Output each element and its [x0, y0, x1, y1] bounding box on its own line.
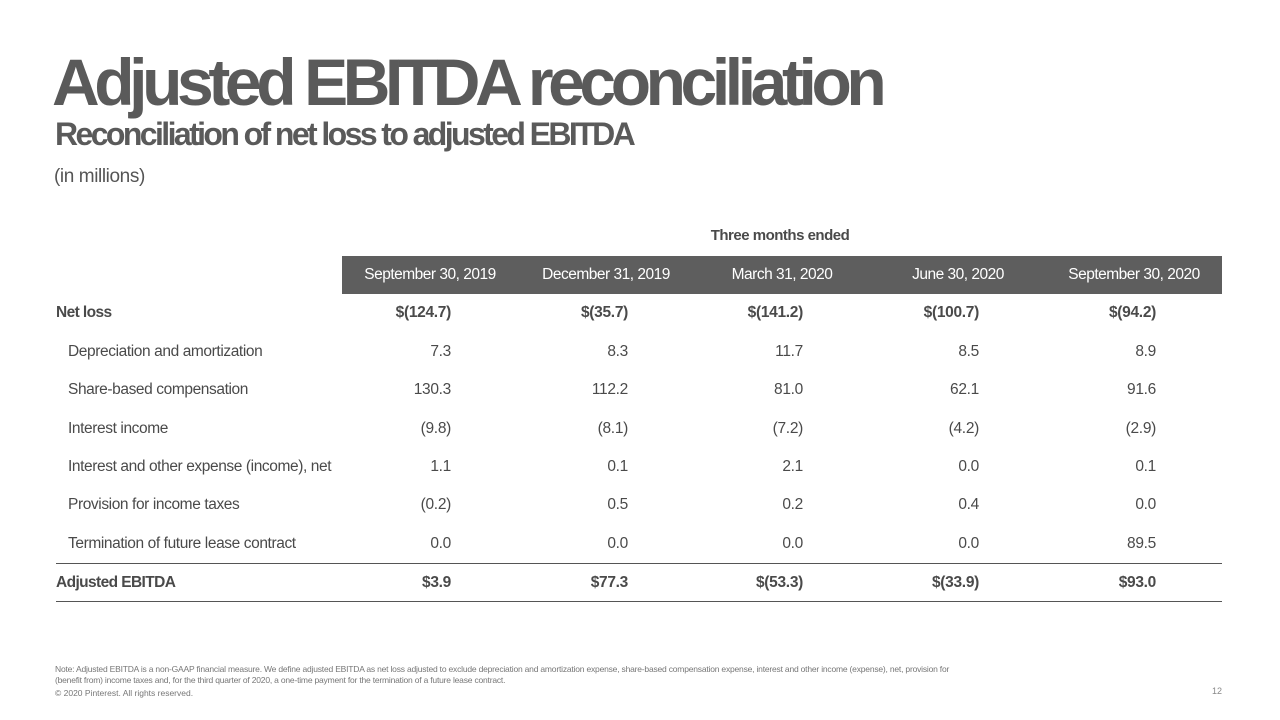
table-cell: 0.0	[1135, 496, 1156, 513]
table-cell: (9.8)	[420, 420, 452, 437]
table-cell: 1.1	[430, 458, 451, 475]
row-label: Termination of future lease contract	[68, 535, 296, 552]
page-title: Adjusted EBITDA reconciliation	[52, 45, 887, 119]
table-cell: (2.9)	[1125, 420, 1157, 437]
table-cell: (8.1)	[597, 420, 629, 437]
table-cell: 0.0	[958, 458, 979, 475]
table-divider-top	[56, 563, 1222, 564]
column-header-dec-2019: December 31, 2019	[542, 266, 670, 283]
table-cell: (4.2)	[948, 420, 980, 437]
footnote-line-2: (benefit from) income taxes and, for the…	[55, 675, 506, 685]
column-header-sep-2020: September 30, 2020	[1068, 266, 1200, 283]
table-cell: 7.3	[430, 343, 451, 360]
column-header-band	[342, 256, 1222, 294]
table-cell: $(53.3)	[755, 574, 803, 591]
copyright: © 2020 Pinterest. All rights reserved.	[55, 688, 194, 698]
table-cell: 0.2	[782, 496, 803, 513]
table-cell: $(100.7)	[923, 304, 980, 321]
table-divider-bottom	[56, 601, 1222, 602]
table-cell: (7.2)	[772, 420, 804, 437]
table-cell: 8.5	[958, 343, 979, 360]
column-header-mar-2020: March 31, 2020	[731, 266, 833, 283]
table-cell: 130.3	[413, 381, 452, 398]
table-cell: 81.0	[774, 381, 803, 398]
table-cell: 11.7	[775, 343, 803, 360]
page-number: 12	[1211, 686, 1222, 696]
row-label: Interest income	[68, 420, 168, 437]
table-cell: 0.1	[607, 458, 628, 475]
row-label: Interest and other expense (income), net	[68, 458, 332, 475]
table-cell: 0.0	[430, 535, 451, 552]
table-cell: $77.3	[590, 574, 629, 591]
table-cell: $(141.2)	[747, 304, 804, 321]
table-cell: 112.2	[591, 381, 628, 398]
table-row-share-based-comp: Share-based compensation 130.3 112.2 81.…	[0, 371, 1280, 409]
table-cell: $3.9	[422, 574, 451, 591]
table-cell: 62.1	[950, 381, 979, 398]
table-row-adjusted-ebitda: Adjusted EBITDA $3.9 $77.3 $(53.3) $(33.…	[0, 564, 1280, 602]
table-cell: $(94.2)	[1108, 304, 1156, 321]
column-header-jun-2020: June 30, 2020	[912, 266, 1004, 283]
row-label: Adjusted EBITDA	[56, 574, 176, 591]
row-label: Net loss	[56, 304, 112, 321]
period-caption: Three months ended	[710, 227, 850, 244]
table-cell: 8.3	[607, 343, 628, 360]
table-row-income-taxes: Provision for income taxes (0.2) 0.5 0.2…	[0, 486, 1280, 524]
page-subtitle: Reconciliation of net loss to adjusted E…	[55, 116, 636, 152]
table-row-interest-income: Interest income (9.8) (8.1) (7.2) (4.2) …	[0, 410, 1280, 448]
table-cell: 89.5	[1127, 535, 1156, 552]
table-cell: 0.0	[958, 535, 979, 552]
row-label: Share-based compensation	[68, 381, 248, 398]
table-cell: $93.0	[1118, 574, 1157, 591]
table-cell: $(124.7)	[395, 304, 452, 321]
table-cell: 0.4	[958, 496, 979, 513]
table-cell: 0.1	[1135, 458, 1156, 475]
table-cell: (0.2)	[420, 496, 452, 513]
table-row-interest-other-expense: Interest and other expense (income), net…	[0, 448, 1280, 486]
table-row-lease-termination: Termination of future lease contract 0.0…	[0, 525, 1280, 563]
footnote-line-1: Note: Adjusted EBITDA is a non-GAAP fina…	[55, 664, 950, 674]
table-cell: 8.9	[1135, 343, 1156, 360]
table-cell: 91.6	[1127, 381, 1156, 398]
table-cell: 0.0	[607, 535, 628, 552]
row-label: Provision for income taxes	[68, 496, 240, 513]
table-cell: 0.5	[607, 496, 628, 513]
table-cell: $(33.9)	[931, 574, 979, 591]
footnote: Note: Adjusted EBITDA is a non-GAAP fina…	[55, 664, 1155, 686]
units-note: (in millions)	[54, 166, 145, 187]
table-cell: 2.1	[782, 458, 803, 475]
table-row-net-loss: Net loss $(124.7) $(35.7) $(141.2) $(100…	[0, 294, 1280, 332]
table-cell: $(35.7)	[580, 304, 628, 321]
row-label: Depreciation and amortization	[68, 343, 263, 360]
table-row-depreciation: Depreciation and amortization 7.3 8.3 11…	[0, 333, 1280, 371]
table-cell: 0.0	[782, 535, 803, 552]
column-header-sep-2019: September 30, 2019	[364, 266, 496, 283]
